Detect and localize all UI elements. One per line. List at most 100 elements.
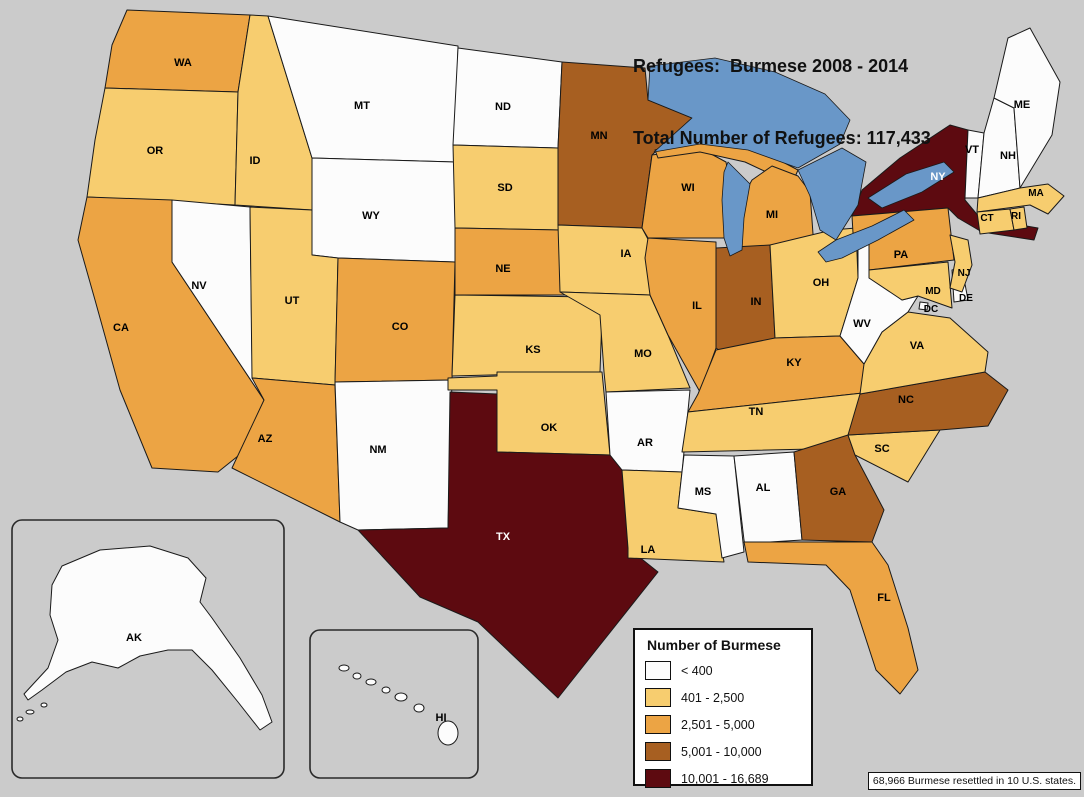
state-label-nh: NH: [1000, 150, 1016, 162]
lake-michigan: [721, 161, 751, 257]
state-label-hi: HI: [436, 712, 447, 724]
state-az: [231, 377, 341, 523]
state-label-mo: MO: [634, 348, 652, 360]
state-label-ar: AR: [637, 437, 653, 449]
state-label-wv: WV: [853, 318, 871, 330]
state-label-ga: GA: [830, 486, 847, 498]
state-label-wi: WI: [681, 182, 694, 194]
state-label-tn: TN: [749, 406, 764, 418]
state-label-ma: MA: [1028, 188, 1044, 199]
lake-ontario: [867, 161, 955, 209]
state-label-ne: NE: [495, 263, 510, 275]
state-wy: [311, 157, 456, 263]
legend-item-label: 5,001 - 10,000: [681, 744, 762, 759]
state-label-il: IL: [692, 300, 702, 312]
alaska-inset-box: [11, 519, 285, 779]
legend-item: 10,001 - 16,689: [645, 769, 801, 788]
state-label-md: MD: [925, 286, 941, 297]
legend-item-label: 2,501 - 5,000: [681, 717, 755, 732]
hawaii-island: [381, 686, 391, 694]
hawaii-island: [394, 692, 408, 702]
state-label-ct: CT: [980, 213, 993, 224]
state-labels-layer: WA OR CA NV ID MT WY UT AZ NM CO ND SD N…: [113, 57, 1044, 724]
state-label-ks: KS: [525, 344, 540, 356]
hawaii-island: [352, 672, 362, 680]
state-label-nd: ND: [495, 101, 511, 113]
legend-item: 5,001 - 10,000: [645, 742, 801, 761]
legend-item-label: 10,001 - 16,689: [681, 771, 769, 786]
hawaii-island: [338, 664, 350, 672]
state-label-oh: OH: [813, 277, 830, 289]
state-label-ut: UT: [285, 295, 300, 307]
state-label-ak: AK: [126, 632, 142, 644]
state-label-or: OR: [147, 145, 164, 157]
lakes-layer: [647, 57, 955, 263]
legend-swatch-5001-10000: [645, 742, 671, 761]
aleutian-island: [16, 716, 24, 722]
state-label-vt: VT: [965, 144, 979, 156]
state-label-ms: MS: [695, 486, 712, 498]
state-fl: [743, 541, 919, 695]
map-legend: Number of Burmese < 400 401 - 2,500 2,50…: [633, 628, 813, 788]
legend-item-label: 401 - 2,500: [681, 690, 745, 705]
state-nj: [949, 234, 973, 293]
state-label-nc: NC: [898, 394, 914, 406]
hawaii-island: [365, 678, 377, 686]
state-label-dc: DC: [924, 304, 938, 315]
hawaii-inset: [309, 629, 479, 779]
alaska-inset: [11, 519, 285, 779]
state-label-mi: MI: [766, 209, 778, 221]
hawaii-inset-box: [309, 629, 479, 779]
state-ks: [451, 294, 603, 377]
map-title-line2: Total Number of Refugees: 117,433: [633, 128, 931, 149]
state-tx: [357, 391, 659, 699]
state-label-la: LA: [641, 544, 656, 556]
state-label-ia: IA: [621, 248, 632, 260]
legend-item: 401 - 2,500: [645, 688, 801, 707]
state-wa: [104, 9, 251, 93]
state-co: [334, 257, 456, 383]
map-title-line1: Refugees: Burmese 2008 - 2014: [633, 55, 909, 76]
state-in: [715, 244, 776, 356]
legend-item: 2,501 - 5,000: [645, 715, 801, 734]
state-label-ok: OK: [541, 422, 558, 434]
map-title: Refugees: Burmese 2008 - 2014 Total Numb…: [633, 5, 931, 199]
state-label-mt: MT: [354, 100, 370, 112]
state-label-me: ME: [1014, 99, 1031, 111]
state-label-sc: SC: [874, 443, 889, 455]
legend-swatch-2501-5000: [645, 715, 671, 734]
legend-title: Number of Burmese: [647, 637, 781, 653]
legend-item: < 400: [645, 661, 801, 680]
state-label-ca: CA: [113, 322, 129, 334]
state-label-de: DE: [959, 293, 973, 304]
state-md: [868, 261, 953, 309]
state-nm: [334, 379, 453, 531]
state-dc: [918, 301, 929, 311]
state-label-ny: NY: [930, 171, 946, 183]
state-label-tx: TX: [496, 531, 511, 543]
state-label-nj: NJ: [958, 268, 971, 279]
state-label-pa: PA: [894, 249, 909, 261]
legend-swatch-401-2500: [645, 688, 671, 707]
state-label-nm: NM: [369, 444, 386, 456]
state-label-co: CO: [392, 321, 409, 333]
state-label-ky: KY: [786, 357, 802, 369]
aleutian-island: [40, 702, 48, 708]
state-nd: [452, 47, 563, 149]
state-ia: [557, 224, 659, 296]
state-label-fl: FL: [877, 592, 891, 604]
state-label-sd: SD: [497, 182, 512, 194]
state-label-wa: WA: [174, 57, 192, 69]
state-nh: [977, 97, 1021, 199]
lake-huron: [797, 147, 867, 241]
legend-swatch-lt-400: [645, 661, 671, 680]
footnote: 68,966 Burmese resettled in 10 U.S. stat…: [867, 772, 1081, 790]
state-label-in: IN: [751, 296, 762, 308]
states-layer: [77, 9, 1065, 699]
state-label-al: AL: [756, 482, 771, 494]
state-label-ri: RI: [1011, 211, 1021, 222]
state-me: [993, 27, 1061, 189]
legend-item-label: < 400: [681, 663, 713, 678]
